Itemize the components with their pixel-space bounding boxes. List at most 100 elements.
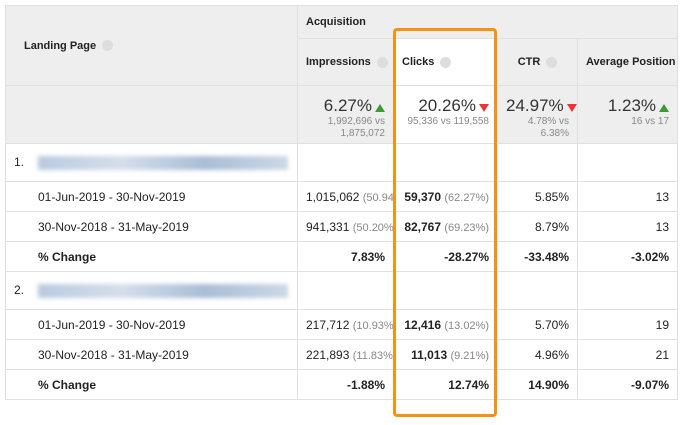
cell-value: 221,893 — [306, 347, 350, 362]
data-row: 30-Nov-2018 - 31-May-2019 221,893 (11.83%… — [5, 339, 679, 370]
cell-percent: (50.20%) — [352, 221, 394, 234]
data-row: 01-Jun-2019 - 30-Nov-2019 1,015,062 (50.9… — [5, 181, 679, 212]
report-table: Landing Page Acquisition Impressions Clic… — [5, 5, 679, 400]
column-header: CTR — [497, 38, 578, 86]
summary-cell: 6.27% 1,992,696 vs 1,875,072 — [297, 85, 394, 144]
cell-value: 21 — [655, 347, 670, 362]
group-label: 2. — [5, 271, 298, 310]
summary-value-line: 24.97% — [506, 96, 577, 116]
summary-value: 20.26% — [418, 96, 476, 115]
cell-percent: (11.83%) — [352, 349, 394, 362]
cell-value: 13 — [655, 219, 670, 234]
empty-cell — [576, 271, 679, 310]
data-cell: 59,370 (62.27%) — [393, 181, 498, 212]
cell-value: 941,331 — [306, 219, 350, 234]
cell-percent: (13.02%) — [444, 319, 489, 332]
summary-value-line: 6.27% — [306, 96, 385, 116]
help-icon — [440, 56, 452, 68]
landing-page-header: Landing Page — [5, 5, 298, 86]
column-title: CTR — [517, 56, 541, 68]
data-cell: 12,416 (13.02%) — [393, 309, 498, 340]
column-header: Impressions — [297, 38, 394, 86]
summary-detail: 16 vs 17 — [631, 116, 670, 127]
change-cell: 7.83% — [297, 241, 394, 272]
data-cell: 11,013 (9.21%) — [393, 339, 498, 370]
acquisition-header: Acquisition — [296, 5, 679, 39]
cell-value: 5.70% — [534, 317, 569, 332]
column-title: Average Position — [586, 56, 676, 68]
trend-arrow — [659, 103, 670, 112]
change-cell: -1.88% — [297, 369, 394, 400]
empty-cell — [497, 271, 578, 310]
column-header: Average Position — [576, 38, 679, 86]
empty-cell — [297, 271, 394, 310]
column-header: Clicks — [393, 38, 498, 86]
empty-cell — [297, 143, 394, 182]
summary-cell: 1.23% 16 vs 17 — [576, 85, 679, 144]
row-label: 01-Jun-2019 - 30-Nov-2019 — [5, 309, 298, 340]
summary-value-line: 20.26% — [402, 96, 489, 116]
group-label: 1. — [5, 143, 298, 182]
help-icon — [376, 56, 388, 68]
change-row: % Change -1.88% 12.74% 14.90% -9.07% — [5, 369, 679, 400]
cell-value: 13 — [655, 189, 670, 204]
data-cell: 82,767 (69.23%) — [393, 211, 498, 242]
trend-arrow — [479, 103, 489, 112]
summary-value: 6.27% — [323, 96, 372, 115]
data-cell: 221,893 (11.83%) — [297, 339, 394, 370]
trend-arrow — [375, 103, 385, 112]
summary-detail: 95,336 vs 119,558 — [407, 116, 489, 127]
change-cell: -9.07% — [576, 369, 679, 400]
summary-label — [5, 85, 298, 144]
change-row: % Change 7.83% -28.27% -33.48% -3.02% — [5, 241, 679, 272]
data-cell: 217,712 (10.93%) — [297, 309, 394, 340]
row-label: 30-Nov-2018 - 31-May-2019 — [5, 211, 298, 242]
cell-value: 82,767 — [404, 219, 442, 234]
cell-percent: (9.21%) — [450, 349, 489, 362]
cell-value: 4.96% — [534, 347, 569, 362]
data-cell: 941,331 (50.20%) — [297, 211, 394, 242]
summary-cell: 24.97% 4.78% vs 6.38% — [497, 85, 578, 144]
trend-arrow — [566, 103, 577, 112]
summary-value: 1.23% — [607, 96, 657, 115]
change-cell: -33.48% — [497, 241, 578, 272]
data-cell: 5.85% — [497, 181, 578, 212]
change-cell: 12.74% — [393, 369, 498, 400]
empty-cell — [393, 271, 498, 310]
group-index: 2. — [14, 283, 25, 298]
cell-percent: (62.27%) — [444, 191, 489, 204]
change-cell: 14.90% — [497, 369, 578, 400]
column-title: Clicks — [402, 56, 435, 68]
summary-cell: 20.26% 95,336 vs 119,558 — [393, 85, 498, 144]
group-index: 1. — [14, 155, 25, 170]
group-row: 1. — [5, 143, 679, 182]
cell-value: 59,370 — [404, 189, 442, 204]
blurred-url — [38, 155, 289, 170]
cell-percent: (50.94%) — [362, 191, 394, 204]
blurred-url — [38, 283, 289, 298]
header-text: Landing Page — [24, 39, 97, 52]
data-cell: 13 — [576, 181, 679, 212]
row-label: 01-Jun-2019 - 30-Nov-2019 — [5, 181, 298, 212]
change-label: % Change — [5, 369, 298, 400]
data-cell: 13 — [576, 211, 679, 242]
summary-detail: 4.78% vs 6.38% — [527, 116, 569, 139]
summary-value: 24.97% — [506, 96, 564, 115]
change-cell: -3.02% — [576, 241, 679, 272]
cell-percent: (69.23%) — [444, 221, 489, 234]
row-label: 30-Nov-2018 - 31-May-2019 — [5, 339, 298, 370]
cell-value: 11,013 — [411, 347, 448, 362]
data-row: 30-Nov-2018 - 31-May-2019 941,331 (50.20%… — [5, 211, 679, 242]
summary-detail: 1,992,696 vs 1,875,072 — [327, 116, 385, 139]
summary-value-line: 1.23% — [586, 96, 670, 116]
data-cell: 1,015,062 (50.94%) — [297, 181, 394, 212]
cell-value: 19 — [655, 317, 670, 332]
cell-percent: (10.93%) — [352, 319, 394, 332]
change-label: % Change — [5, 241, 298, 272]
help-icon — [546, 56, 558, 68]
data-cell: 21 — [576, 339, 679, 370]
change-cell: -28.27% — [393, 241, 498, 272]
cell-value: 217,712 — [306, 317, 350, 332]
data-cell: 4.96% — [497, 339, 578, 370]
